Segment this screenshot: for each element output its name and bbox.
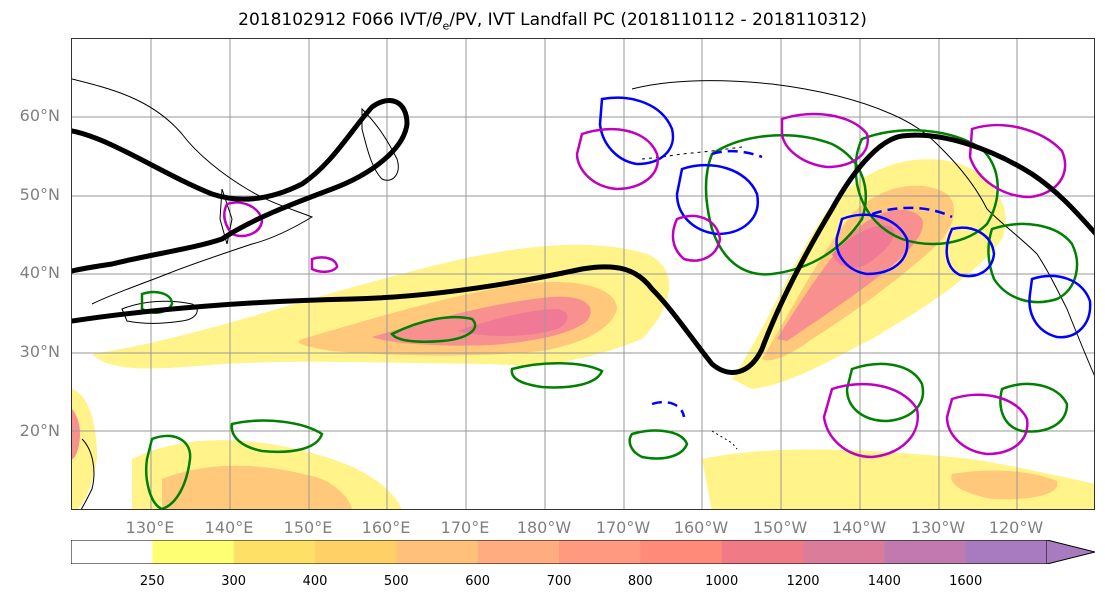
graticule — [72, 39, 1094, 509]
pv-contours-magenta — [223, 112, 1067, 459]
pv-magenta-1 — [575, 127, 660, 191]
colorbar-cell — [315, 540, 397, 564]
map-panel — [71, 38, 1095, 510]
theta-e-line-west-loop — [72, 98, 410, 274]
ivt-band-core-east — [832, 225, 895, 268]
colorbar-tick-label: 700 — [546, 574, 572, 589]
title-text-pre: 2018102912 F066 IVT/ — [238, 10, 433, 30]
lon-label-130w: 130°W — [910, 518, 966, 537]
pv-green-4 — [854, 129, 999, 246]
pv-green-5 — [987, 222, 1079, 304]
ivt-band-mid-se — [951, 470, 1058, 500]
ivt-band-light-w — [72, 389, 97, 509]
pv-blue-2 — [675, 164, 760, 236]
coast-nw-america — [986, 208, 1094, 376]
pv-blue-dash-2 — [711, 149, 763, 159]
colorbar-tick-label: 250 — [139, 574, 165, 589]
pv-magenta-3 — [780, 112, 870, 169]
lon-label-160w: 160°W — [673, 518, 729, 537]
lon-label-150w: 150°W — [752, 518, 808, 537]
colorbar-tick-label: 400 — [302, 574, 328, 589]
coast-hawaii — [711, 430, 738, 450]
lon-label-120w: 120°W — [988, 518, 1044, 537]
colorbar-tick-label: 300 — [221, 574, 247, 589]
pv-magenta-6 — [945, 393, 1029, 456]
colorbar-cell — [477, 540, 560, 564]
colorbar-cell — [396, 540, 479, 564]
pv-blue-1 — [598, 96, 675, 166]
coast-sakhalin — [219, 188, 233, 245]
colorbar-tick-label: 500 — [383, 574, 409, 589]
colorbar-tick-label: 1600 — [949, 574, 983, 589]
title-text-post: /PV, IVT Landfall PC (2018110112 - 20181… — [449, 10, 867, 30]
lon-label-180w: 180°W — [516, 518, 572, 537]
map-title: 2018102912 F066 IVT/θe/PV, IVT Landfall … — [0, 10, 1105, 32]
pv-blue-4 — [945, 226, 996, 278]
lon-label-130e: 130°E — [125, 518, 175, 537]
lon-label-170e: 170°E — [440, 518, 490, 537]
colorbar-cell — [803, 540, 885, 564]
pv-blue-dash-3 — [871, 206, 953, 219]
colorbar-tick-label: 800 — [627, 574, 653, 589]
pv-green-1 — [390, 315, 477, 343]
pv-green-8 — [230, 419, 324, 454]
pv-magenta-7 — [223, 201, 264, 238]
pv-green-7 — [145, 434, 192, 509]
theta-e-line-main — [72, 132, 1094, 375]
colorbar — [71, 540, 1095, 564]
colorbar-tick-label: 1400 — [867, 574, 901, 589]
coast-philippines — [80, 438, 95, 509]
lon-label-140w: 140°W — [831, 518, 887, 537]
pv-magenta-5 — [822, 383, 920, 459]
coast-kamchatka — [361, 107, 399, 181]
pv-magenta-2 — [671, 214, 722, 262]
pv-contours-green — [140, 129, 1079, 509]
lat-label-20n: 20°N — [19, 421, 60, 440]
pv-green-9 — [999, 382, 1069, 433]
ivt-band-mid-w — [72, 409, 80, 459]
theta-e-contours — [72, 98, 1094, 375]
colorbar-cell — [721, 540, 804, 564]
lat-label-30n: 30°N — [19, 342, 60, 361]
title-theta: θ — [432, 10, 443, 30]
pv-magenta-8 — [310, 256, 339, 273]
colorbar-cell — [965, 540, 1048, 564]
colorbar-cell — [640, 540, 723, 564]
colorbar-tick-label: 600 — [465, 574, 491, 589]
lat-label-40n: 40°N — [19, 263, 60, 282]
lat-label-50n: 50°N — [19, 185, 60, 204]
colorbar-cell — [233, 540, 316, 564]
pv-green-10 — [628, 429, 689, 460]
colorbar-tick-label: 1200 — [786, 574, 820, 589]
coast-asia — [72, 78, 314, 305]
title-theta-sub: e — [442, 19, 450, 33]
colorbar-cell — [884, 540, 967, 564]
map-canvas — [72, 39, 1094, 509]
lon-label-150e: 150°E — [283, 518, 333, 537]
lon-label-140e: 140°E — [204, 518, 254, 537]
colorbar-cell — [71, 540, 153, 564]
lon-label-170w: 170°W — [595, 518, 651, 537]
pv-green-2 — [510, 362, 604, 389]
pv-blue-5 — [1028, 274, 1092, 339]
colorbar-extend-arrow — [1046, 540, 1095, 564]
ivt-band-mid-south — [162, 465, 352, 509]
pv-green-6 — [845, 362, 925, 423]
coastlines — [72, 78, 1094, 509]
colorbar-cell — [152, 540, 235, 564]
lon-label-160e: 160°E — [361, 518, 411, 537]
colorbar-tick-label: 1000 — [705, 574, 739, 589]
pv-magenta-4 — [968, 123, 1067, 199]
pv-blue-3 — [835, 213, 909, 276]
ivt-band-core-main — [457, 309, 568, 337]
pv-blue-dash-1 — [651, 400, 686, 418]
coast-alaska — [631, 80, 988, 210]
colorbar-cell — [559, 540, 641, 564]
coast-japan — [121, 300, 198, 324]
ivt-shading — [72, 159, 1094, 509]
lat-label-60n: 60°N — [19, 106, 60, 125]
